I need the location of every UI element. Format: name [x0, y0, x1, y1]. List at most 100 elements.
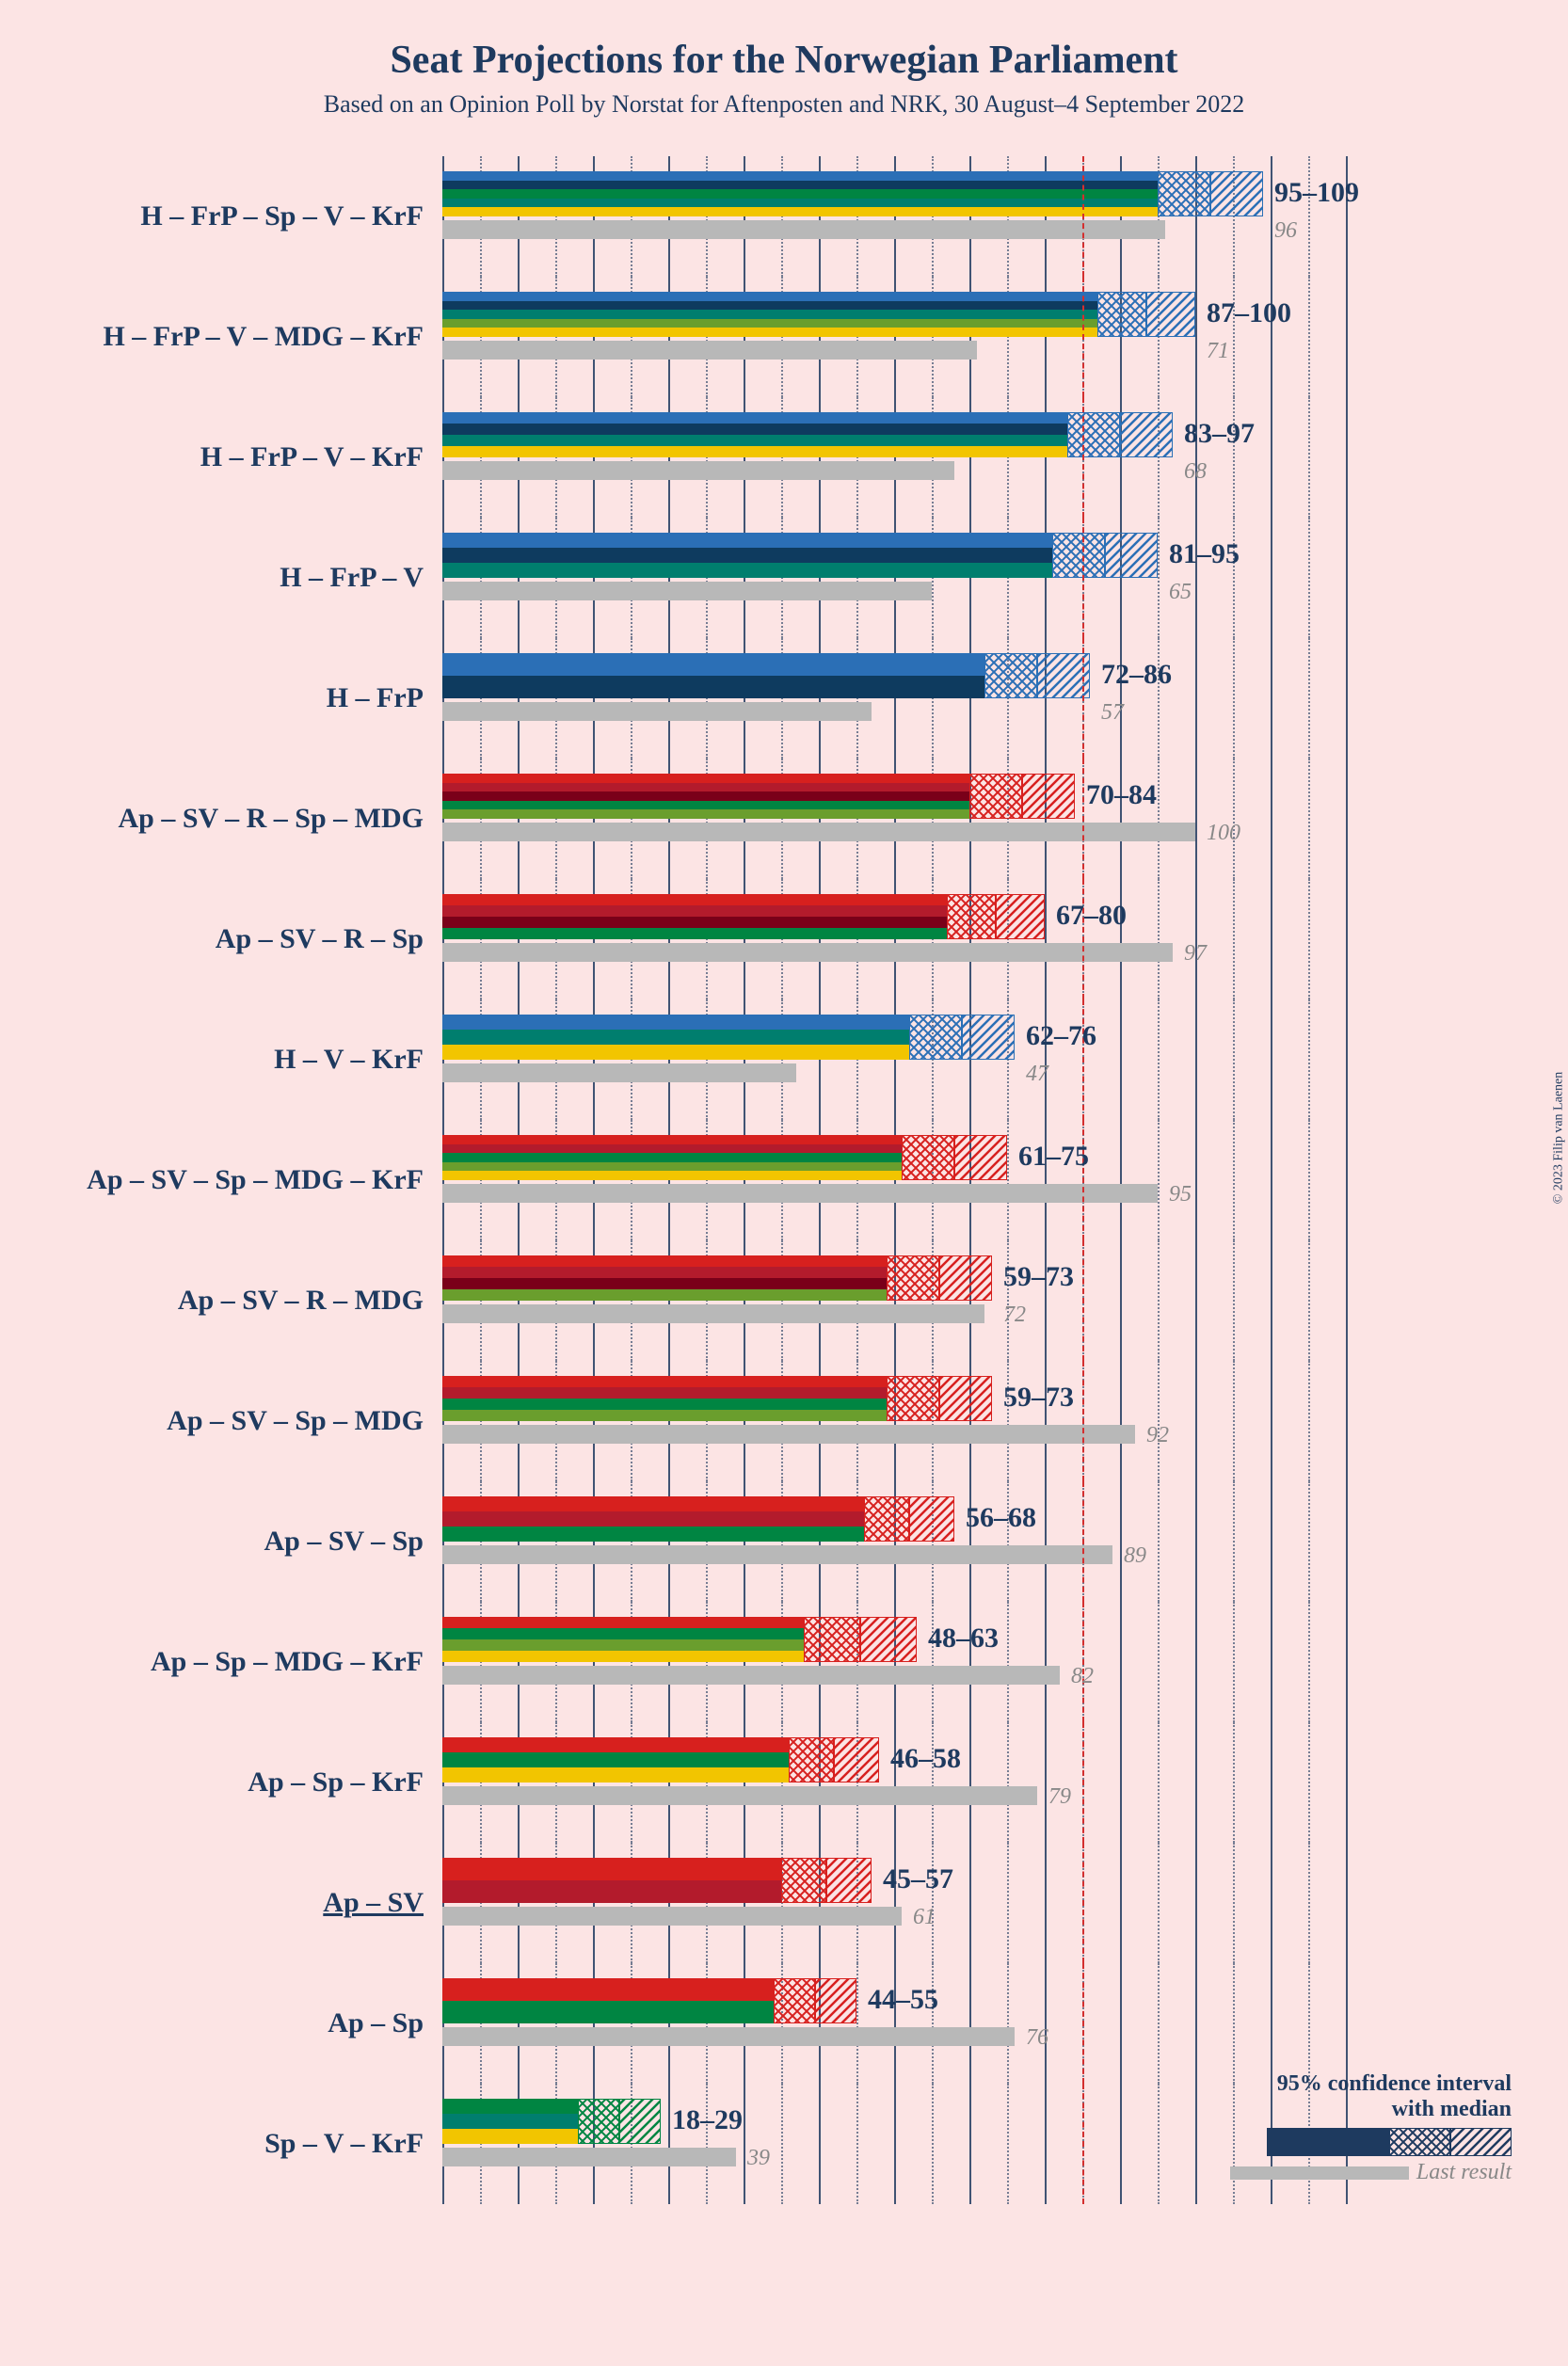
bars-area: 61–7595 — [442, 1120, 1521, 1240]
projection-bar — [442, 653, 984, 698]
last-result-label: 97 — [1184, 941, 1207, 967]
majority-line — [1082, 1361, 1084, 1481]
bars-area: 44–5576 — [442, 1963, 1521, 2084]
gridline — [1308, 156, 1310, 277]
gridline — [969, 1722, 971, 1843]
last-result-label: 72 — [1003, 1303, 1026, 1328]
legend-ci-swatch — [1267, 2128, 1512, 2156]
gridline — [969, 1963, 971, 2084]
gridline — [1271, 1722, 1272, 1843]
last-result-label: 47 — [1026, 1062, 1048, 1087]
gridline — [1233, 277, 1235, 397]
party-stripe — [442, 412, 1067, 424]
majority-line — [1082, 1602, 1084, 1722]
gridline — [1195, 879, 1197, 999]
projection-bar — [442, 533, 1052, 578]
gridline — [744, 2084, 745, 2204]
gridline — [1233, 999, 1235, 1120]
projection-bar — [442, 292, 1097, 337]
last-result-bar — [442, 1425, 1135, 1444]
gridline — [1308, 638, 1310, 759]
gridline — [969, 1843, 971, 1963]
range-label: 46–58 — [890, 1743, 961, 1775]
coalition-row: H – FrP – V – KrF 83–9768 — [47, 397, 1521, 518]
last-result-label: 68 — [1184, 459, 1207, 485]
confidence-interval — [774, 1978, 856, 2023]
gridline — [1045, 1120, 1047, 1240]
majority-line — [1082, 397, 1084, 518]
bars-area: 81–9565 — [442, 518, 1521, 638]
party-stripe — [442, 917, 947, 928]
coalition-row: Ap – SV – Sp – MDG – KrF 61–7595 — [47, 1120, 1521, 1240]
bars-area: 59–7392 — [442, 1361, 1521, 1481]
bars-area: 72–86 57 — [442, 638, 1521, 759]
last-result-bar — [442, 1063, 796, 1082]
range-label: 72–86 — [1101, 659, 1172, 691]
gridline — [1233, 879, 1235, 999]
coalition-label: Ap – SV – Sp – MDG — [47, 1405, 442, 1437]
gridline — [1158, 1843, 1160, 1963]
gridline — [668, 2084, 670, 2204]
party-stripe — [442, 1858, 781, 1880]
chart-subtitle: Based on an Opinion Poll by Norstat for … — [47, 90, 1521, 119]
confidence-interval — [902, 1135, 1007, 1180]
last-result-label: 57 — [1101, 700, 1124, 726]
gridline — [1346, 277, 1348, 397]
confidence-interval — [578, 2099, 661, 2144]
majority-line — [1082, 1843, 1084, 1963]
gridline — [1120, 1963, 1122, 2084]
gridline — [969, 2084, 971, 2204]
majority-line — [1082, 1120, 1084, 1240]
gridline — [1346, 1120, 1348, 1240]
party-stripe — [442, 801, 969, 810]
gridline — [1271, 879, 1272, 999]
majority-line — [1082, 1481, 1084, 1602]
party-stripe — [442, 809, 969, 819]
last-result-bar — [442, 582, 932, 600]
coalition-label: Ap – SV – R – Sp – MDG — [47, 803, 442, 835]
party-stripe — [442, 2114, 578, 2129]
last-result-label: 61 — [913, 1905, 936, 1930]
gridline — [932, 1843, 934, 1963]
range-label: 56–68 — [966, 1502, 1036, 1534]
coalition-row: H – FrP – V – MDG – KrF 87–10071 — [47, 277, 1521, 397]
coalition-label: H – V – KrF — [47, 1044, 442, 1076]
party-stripe — [442, 171, 1158, 181]
gridline — [932, 1963, 934, 2084]
bars-area: 62–7647 — [442, 999, 1521, 1120]
confidence-interval — [947, 894, 1045, 939]
gridline — [1120, 1843, 1122, 1963]
range-label: 59–73 — [1003, 1382, 1074, 1414]
gridline — [1346, 999, 1348, 1120]
gridline — [856, 1963, 858, 2084]
gridline — [1007, 1361, 1009, 1481]
last-result-label: 82 — [1071, 1664, 1094, 1689]
party-stripe — [442, 199, 1158, 208]
gridline — [1346, 1843, 1348, 1963]
gridline — [894, 1722, 896, 1843]
confidence-interval — [781, 1858, 872, 1903]
gridline — [1271, 1602, 1272, 1722]
coalition-label: H – FrP – Sp – V – KrF — [47, 200, 442, 232]
legend-ci-line1: 95% confidence interval — [1230, 2071, 1512, 2097]
gridline — [1007, 1240, 1009, 1361]
party-stripe — [442, 2099, 578, 2114]
gridline — [1271, 1963, 1272, 2084]
coalition-row: H – FrP 72–8657 — [47, 638, 1521, 759]
projection-bar — [442, 1376, 887, 1421]
party-stripe — [442, 2001, 774, 2023]
confidence-interval — [1052, 533, 1158, 578]
gridline — [1045, 999, 1047, 1120]
bars-area: 83–9768 — [442, 397, 1521, 518]
coalition-label: H – FrP – V — [47, 562, 442, 594]
gridline — [1233, 518, 1235, 638]
gridline — [1233, 1120, 1235, 1240]
projection-bar — [442, 1015, 909, 1060]
coalition-label: Ap – Sp – KrF — [47, 1767, 442, 1798]
gridline — [1158, 518, 1160, 638]
coalition-row: Ap – Sp – KrF 46–5879 — [47, 1722, 1521, 1843]
coalition-row: Ap – SV – R – Sp 67–8097 — [47, 879, 1521, 999]
projection-bar — [442, 894, 947, 939]
majority-line — [1082, 999, 1084, 1120]
confidence-interval — [789, 1737, 879, 1782]
